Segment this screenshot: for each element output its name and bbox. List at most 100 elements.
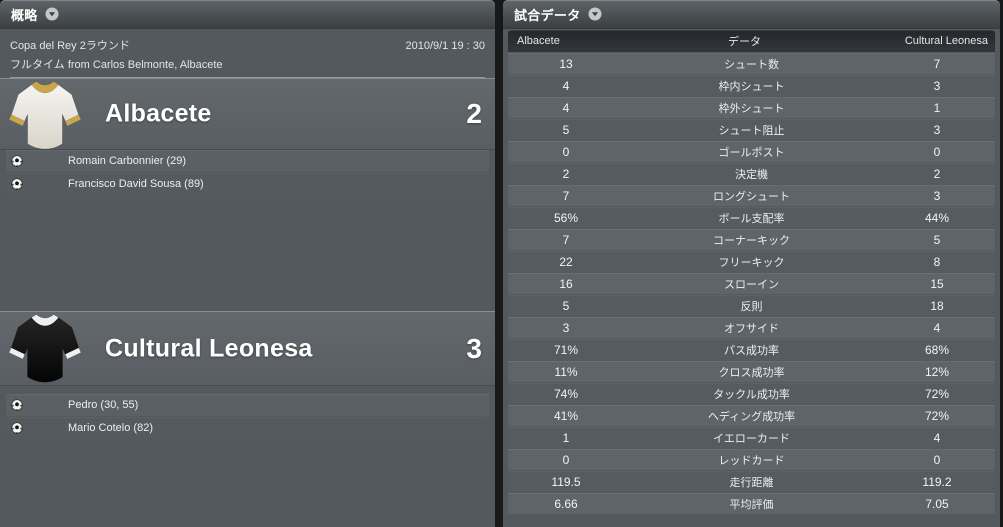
scorer-name[interactable]: Pedro (30, 55) (68, 399, 139, 411)
away-team-band: Cultural Leonesa 3 (0, 311, 495, 385)
match-data-title: 試合データ (514, 7, 581, 23)
scorer-row: Mario Cotelo (82) (6, 417, 489, 439)
away-value: 0 (933, 452, 941, 467)
home-value: 0 (562, 144, 570, 159)
scorer-row: Romain Carbonnier (29) (6, 150, 489, 172)
match-status-line: フルタイム from Carlos Belmonte, Albacete (10, 59, 223, 71)
away-team-score: 3 (466, 332, 482, 364)
away-value: 68% (924, 342, 950, 357)
away-value: 12% (924, 364, 950, 379)
home-value: 4 (562, 78, 570, 93)
home-value: 6.66 (554, 496, 578, 511)
stats-row: 0 レッドカード 0 (508, 449, 995, 470)
stats-header-home-team: Albacete (517, 35, 560, 47)
stats-row: 7 コーナーキック 5 (508, 229, 995, 250)
scorer-name[interactable]: Romain Carbonnier (29) (68, 155, 186, 167)
home-value: 74% (553, 386, 579, 401)
stat-label: 走行距離 (729, 476, 774, 489)
away-value: 18 (930, 298, 944, 313)
scorer-name[interactable]: Mario Cotelo (82) (68, 422, 153, 434)
home-value: 56% (553, 210, 579, 225)
overview-panel-header: 概略 (0, 0, 495, 28)
home-value: 119.5 (551, 474, 581, 489)
stats-rows: 13 シュート数 7 4 枠内シュート 3 4 枠外シュート 1 5 シュート阻止 3 0 ゴールポスト 0… (508, 53, 995, 515)
stats-row: 13 シュート数 7 (508, 53, 995, 74)
stats-row: 41% ヘディング成功率 72% (508, 405, 995, 426)
stat-label: スローイン (724, 278, 779, 291)
stats-row: 2 決定機 2 (508, 163, 995, 184)
stat-label: 平均評価 (729, 498, 774, 511)
stats-header-away-team: Cultural Leonesa (904, 35, 988, 47)
match-datetime: 2010/9/1 19 : 30 (405, 40, 485, 52)
away-value: 4 (933, 430, 941, 445)
match-data-panel: 試合データ Albacete データ Cultural Leonesa 13 シュ… (503, 0, 1000, 527)
overview-panel: 概略 Copa del Rey 2ラウンド 2010/9/1 19 : 30 フ… (0, 0, 495, 527)
away-value: 44% (924, 210, 950, 225)
stat-label: タックル成功率 (713, 388, 790, 401)
stat-label: 枠外シュート (718, 102, 785, 115)
away-value: 7 (933, 56, 941, 71)
stats-row: 11% クロス成功率 12% (508, 361, 995, 382)
stats-header-data-label: データ (728, 36, 761, 48)
away-value: 8 (933, 254, 941, 269)
home-value: 5 (562, 122, 570, 137)
stats-row: 4 枠外シュート 1 (508, 97, 995, 118)
away-value: 119.2 (922, 474, 952, 489)
away-value: 3 (933, 78, 941, 93)
stat-label: ロングシュート (713, 190, 790, 203)
home-team-scorers: Romain Carbonnier (29) Francisco David So… (6, 150, 489, 196)
away-value: 72% (924, 408, 950, 423)
home-value: 3 (562, 320, 570, 335)
home-value: 16 (559, 276, 573, 291)
home-value: 71% (553, 342, 579, 357)
stats-row: 7 ロングシュート 3 (508, 185, 995, 206)
divider (10, 77, 485, 78)
soccer-ball-icon (11, 422, 23, 434)
stats-row: 119.5 走行距離 119.2 (508, 471, 995, 492)
stats-row: 71% パス成功率 68% (508, 339, 995, 360)
stat-label: イエローカード (713, 432, 790, 445)
home-team-shirt-icon (9, 81, 81, 150)
home-value: 7 (562, 188, 570, 203)
stat-label: ボール支配率 (718, 212, 785, 225)
competition-label: Copa del Rey 2ラウンド (10, 40, 130, 52)
stats-row: 16 スローイン 15 (508, 273, 995, 294)
home-team-name[interactable]: Albacete (105, 99, 212, 128)
overview-title: 概略 (11, 7, 38, 23)
home-value: 1 (562, 430, 570, 445)
scorer-row: Francisco David Sousa (89) (6, 173, 489, 195)
stat-label: 決定機 (735, 168, 768, 181)
home-value: 7 (562, 232, 570, 247)
home-value: 5 (562, 298, 570, 313)
match-info: Copa del Rey 2ラウンド 2010/9/1 19 : 30 フルタイ… (0, 28, 495, 78)
stat-label: クロス成功率 (718, 366, 785, 379)
chevron-down-icon[interactable] (588, 7, 602, 21)
stat-label: パス成功率 (724, 344, 779, 357)
soccer-ball-icon (11, 178, 23, 190)
away-value: 1 (933, 100, 941, 115)
stats-row: 56% ボール支配率 44% (508, 207, 995, 228)
scorer-name[interactable]: Francisco David Sousa (89) (68, 178, 204, 190)
home-team-score: 2 (466, 98, 482, 129)
away-team-shirt-icon (9, 314, 81, 383)
stats-row: 6.66 平均評価 7.05 (508, 493, 995, 514)
soccer-ball-icon (11, 155, 23, 167)
home-value: 11% (554, 364, 578, 379)
stats-row: 5 反則 18 (508, 295, 995, 316)
home-value: 4 (562, 100, 570, 115)
chevron-down-icon[interactable] (45, 7, 59, 21)
stat-label: レッドカード (718, 454, 785, 467)
away-value: 72% (924, 386, 950, 401)
away-value: 5 (933, 232, 941, 247)
away-value: 3 (933, 122, 941, 137)
home-value: 0 (562, 452, 570, 467)
stats-row: 22 フリーキック 8 (508, 251, 995, 272)
stats-row: 1 イエローカード 4 (508, 427, 995, 448)
stats-row: 5 シュート阻止 3 (508, 119, 995, 140)
home-value: 2 (562, 166, 570, 181)
stats-row: 3 オフサイド 4 (508, 317, 995, 338)
away-team-name[interactable]: Cultural Leonesa (105, 334, 313, 362)
away-value: 3 (933, 188, 941, 203)
away-value: 0 (933, 144, 941, 159)
stat-label: ヘディング成功率 (707, 410, 796, 423)
